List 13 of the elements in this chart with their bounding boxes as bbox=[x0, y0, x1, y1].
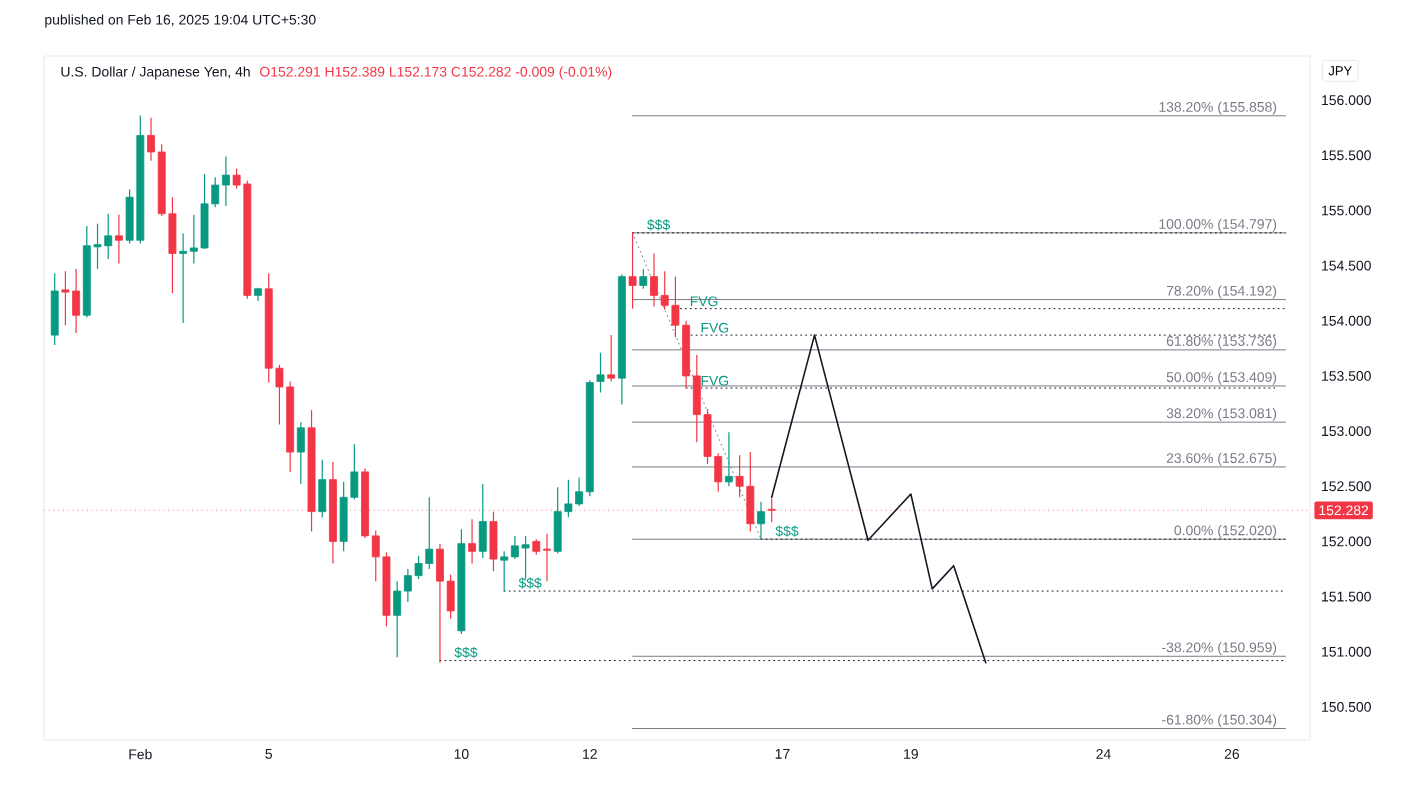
candlestick bbox=[607, 334, 616, 383]
candlestick bbox=[724, 431, 733, 487]
candlestick bbox=[50, 272, 59, 346]
candlestick bbox=[478, 483, 487, 559]
candlestick bbox=[114, 214, 123, 264]
candlestick bbox=[628, 231, 637, 310]
candlestick bbox=[468, 518, 476, 565]
candlestick bbox=[639, 268, 648, 290]
candlestick bbox=[318, 459, 327, 518]
candlestick bbox=[296, 421, 305, 485]
candlestick bbox=[596, 352, 605, 394]
candlestick bbox=[757, 501, 765, 540]
candlestick bbox=[489, 511, 498, 572]
